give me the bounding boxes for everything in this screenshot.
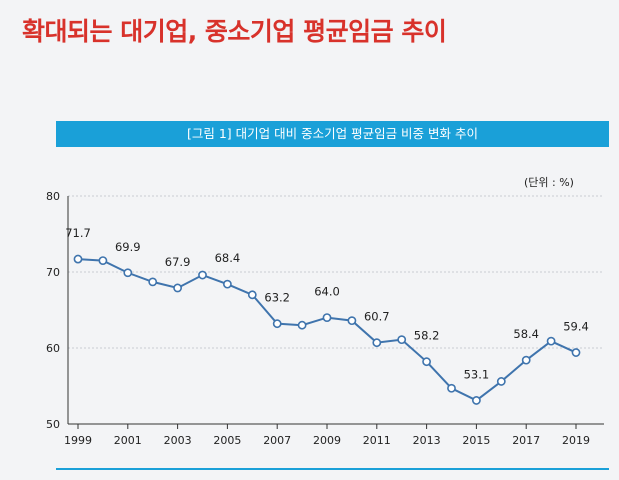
data-point [422,357,431,367]
x-tick-label: 2001 [114,434,142,447]
x-tick-label: 2009 [313,434,341,447]
data-label: 71.7 [65,226,91,240]
data-point [297,320,307,330]
chart-title-bar: [그림 1] 대기업 대비 중소기업 평균임금 비중 변화 추이 [56,121,609,147]
data-point [322,313,332,322]
data-label: 60.7 [364,310,390,324]
data-point [148,277,158,287]
data-point [173,283,182,293]
y-tick-label: 70 [46,266,60,279]
unit-label: (단위 : %) [524,176,574,189]
x-tick-label: 2015 [462,434,490,447]
x-tick-label: 2019 [562,434,590,447]
page-headline: 확대되는 대기업, 중소기업 평균임금 추이 [22,17,447,46]
x-tick-label: 2007 [263,434,291,447]
data-point [247,290,257,300]
data-point [73,254,83,264]
data-point [98,256,108,265]
y-tick-label: 50 [46,418,60,431]
data-point [546,336,556,346]
data-label: 69.9 [115,240,141,254]
x-tick-label: 2017 [512,434,540,447]
x-tick-label: 2011 [363,434,391,447]
data-point [571,348,581,357]
data-point [123,268,133,278]
data-point [272,319,282,329]
x-tick-label: 2005 [213,434,241,447]
data-point [397,335,407,345]
data-label: 64.0 [314,285,340,299]
data-point [222,279,232,289]
data-point [496,377,506,386]
data-label: 58.4 [513,327,539,341]
data-label: 59.4 [563,320,589,334]
data-label: 58.2 [414,329,440,343]
data-point [447,383,456,393]
bottom-rule [56,468,609,470]
data-point [372,338,382,348]
data-label: 68.4 [215,251,241,265]
x-tick-label: 1999 [64,434,92,447]
data-label: 63.2 [264,291,290,305]
x-tick-label: 2013 [413,434,441,447]
x-tick-label: 2003 [164,434,192,447]
data-point [471,396,481,405]
y-tick-label: 60 [46,342,60,355]
data-point [198,270,207,280]
data-label: 53.1 [464,367,490,381]
data-label: 67.9 [165,255,191,269]
data-point [347,316,357,326]
y-tick-label: 80 [46,190,60,203]
data-point [521,355,531,365]
